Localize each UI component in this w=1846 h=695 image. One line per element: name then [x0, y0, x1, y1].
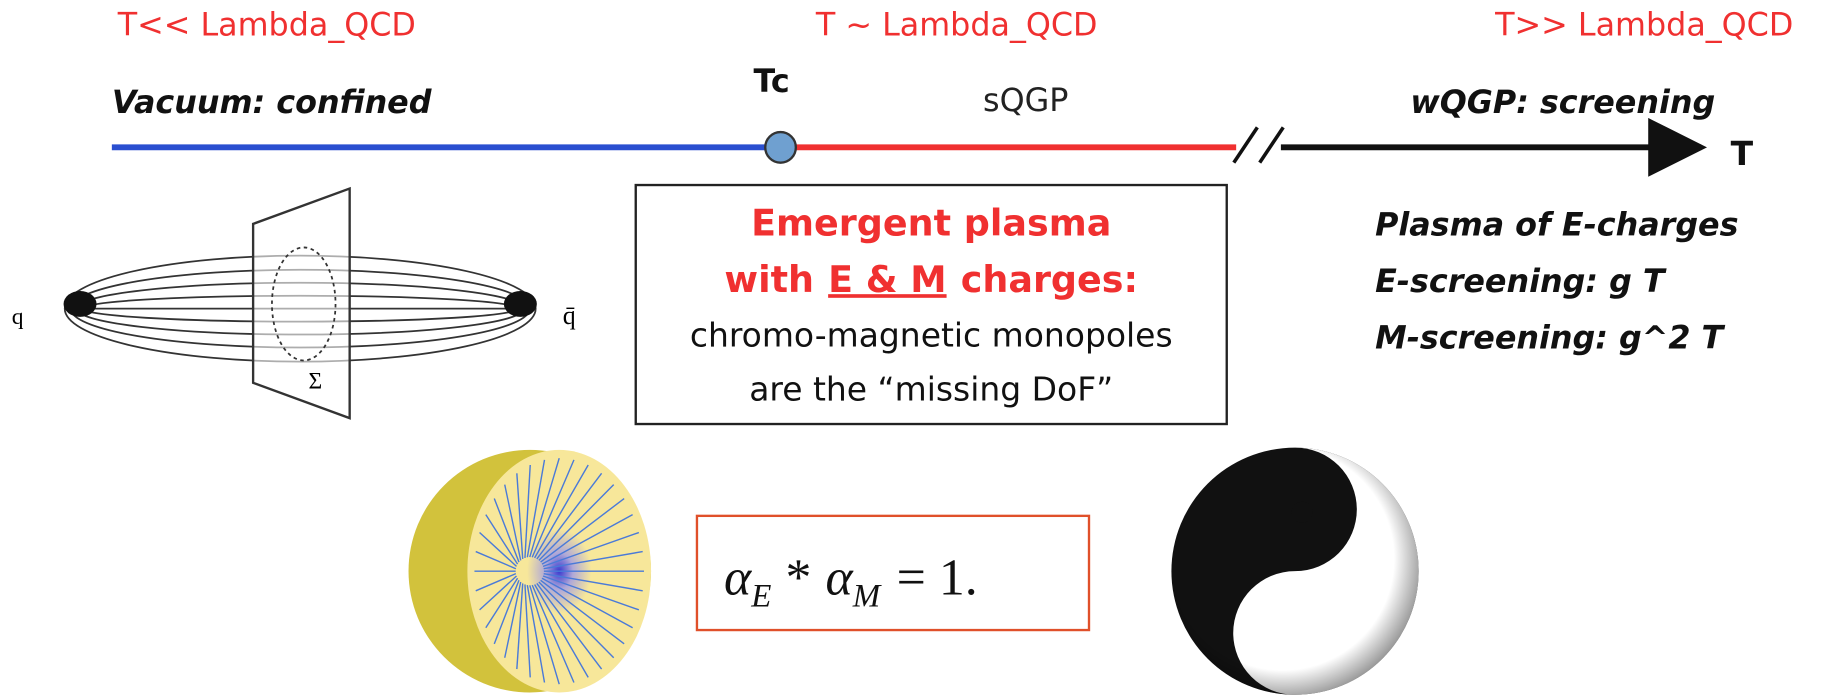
regime-label: wQGP: screening	[1410, 85, 1715, 121]
critical-label: Tc	[753, 64, 789, 100]
surface-label: Σ	[308, 369, 322, 395]
field-line	[485, 577, 519, 629]
field-line	[529, 585, 560, 685]
field-line	[541, 514, 633, 565]
box-line: chromo-magnetic monopoles	[690, 315, 1173, 354]
field-line	[543, 572, 643, 592]
field-line	[493, 580, 520, 645]
note: M-screening: g^2 T	[1375, 321, 1725, 357]
symbol: α	[724, 550, 753, 607]
field-line	[524, 584, 531, 678]
axis-variable: T	[1731, 134, 1754, 173]
center-box	[634, 183, 1228, 426]
field-lines	[474, 457, 644, 685]
field-line	[543, 550, 643, 570]
field-line	[542, 531, 640, 568]
field-line	[485, 514, 519, 565]
field-line	[475, 550, 517, 570]
field-line	[531, 459, 575, 558]
field-line	[542, 575, 640, 611]
flux-tube	[63, 186, 537, 420]
field-line	[541, 577, 633, 629]
field-line	[526, 459, 546, 558]
formula-box	[695, 514, 1091, 632]
field-line	[540, 497, 625, 563]
box-text: with	[724, 258, 814, 301]
box-line: Emergent plasma	[751, 202, 1111, 245]
critical-point	[764, 130, 798, 164]
operator: *	[786, 550, 812, 607]
regime-label: Vacuum: confined	[112, 85, 432, 121]
box-line: with E & M charges:	[724, 258, 1138, 301]
antiquark	[503, 290, 537, 317]
field-line	[534, 584, 589, 678]
field-line	[504, 484, 522, 561]
field-line	[479, 575, 517, 611]
field-line	[504, 581, 522, 658]
box-line: are the “missing DoF”	[749, 369, 1113, 408]
box-text-underlined: E & M	[828, 258, 946, 301]
field-line	[524, 464, 531, 558]
quark	[63, 290, 97, 317]
field-line	[531, 584, 575, 683]
subscript: M	[852, 579, 882, 615]
note: E-screening: g T	[1375, 264, 1667, 300]
field-line	[534, 464, 589, 559]
regime-condition: T>> Lambda_QCD	[1494, 8, 1793, 44]
field-line	[529, 457, 560, 558]
field-line	[526, 584, 546, 683]
subscript: E	[750, 579, 771, 615]
antiquark-label: q̄	[563, 301, 576, 330]
field-line	[516, 583, 524, 670]
quark-label: q	[12, 304, 24, 330]
axis-break	[1258, 126, 1285, 164]
regime-condition: T ~ Lambda_QCD	[815, 8, 1098, 44]
field-line	[475, 572, 517, 592]
axis-break	[1232, 126, 1259, 164]
field-line	[516, 473, 524, 559]
box-text: charges:	[961, 258, 1138, 301]
yin-yang	[1171, 447, 1419, 695]
symbol: α	[826, 550, 855, 607]
regime-label: sQGP	[983, 83, 1068, 119]
field-line	[493, 498, 520, 563]
rhs: = 1.	[897, 550, 978, 607]
field-line	[538, 581, 615, 659]
formula: αE * αM = 1.	[724, 550, 978, 615]
field-line	[536, 582, 603, 670]
field-line	[540, 579, 625, 645]
field-line	[536, 472, 603, 560]
note: Plasma of E-charges	[1375, 208, 1738, 244]
regime-condition: T<< Lambda_QCD	[117, 8, 416, 44]
field-line	[479, 532, 517, 567]
field-line	[538, 484, 615, 561]
